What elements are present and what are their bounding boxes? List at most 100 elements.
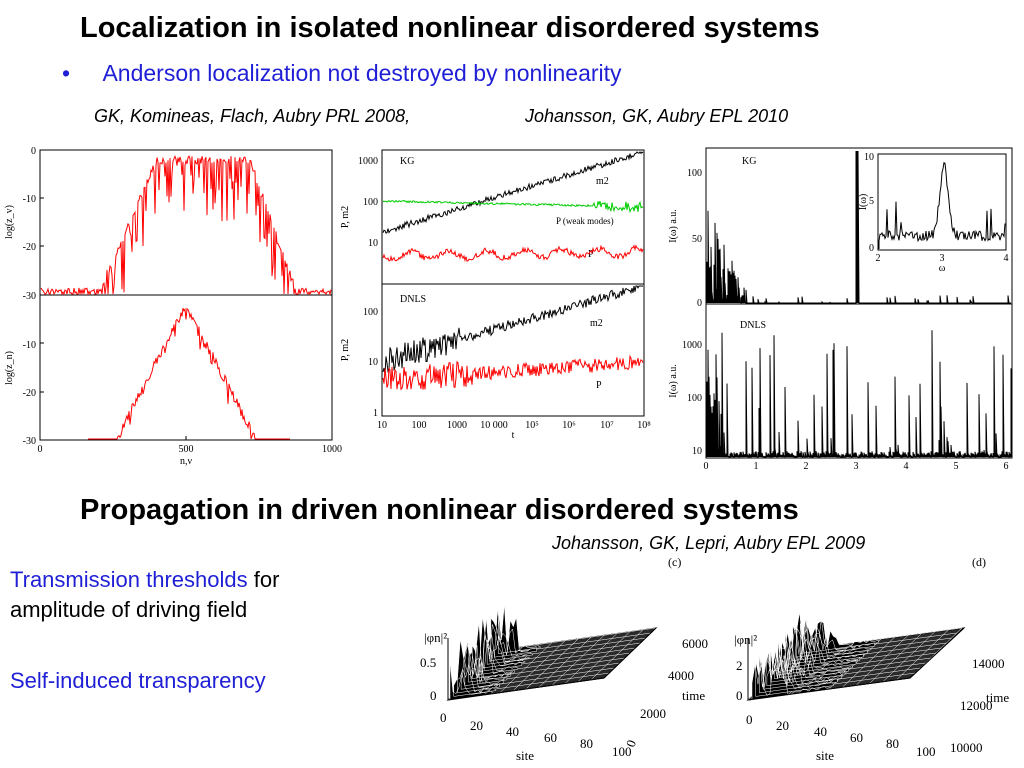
pm2-top-ytick-10: 10 <box>368 238 378 249</box>
inset-xlabel: ω <box>939 263 946 274</box>
surface-c <box>446 604 658 701</box>
pm2-dnls-label: DNLS <box>400 294 426 305</box>
profile-top-frame <box>39 149 333 296</box>
pm2-top-p-curve <box>382 244 644 263</box>
inset-ytick-0: 0 <box>869 243 874 254</box>
surface-c-time-tick-2000: 2000 <box>640 706 666 721</box>
spectra-top-curve <box>706 150 1011 305</box>
pm2-top-m2-label: m2 <box>596 176 609 187</box>
profile-xtick-0: 0 <box>38 444 43 455</box>
surface-c-site-axis <box>447 677 605 701</box>
surface-d-ztick-0: 0 <box>736 688 743 703</box>
surface-c-zlabel: |φn|² <box>424 630 447 645</box>
surface-d-time-tick-10000: 10000 <box>950 740 983 755</box>
surface-d <box>746 611 966 701</box>
surface-c-ztick-05: 0.5 <box>420 655 436 670</box>
surface-d-xtick-40: 40 <box>814 724 827 739</box>
surface-c-xtick-20: 20 <box>470 718 483 733</box>
pm2-top-ylabel: P, m2 <box>340 206 351 228</box>
citation-1a: GK, Komineas, Flach, Aubry PRL 2008, <box>94 106 411 126</box>
citation-2: Johansson, GK, Lepri, Aubry EPL 2009 <box>552 533 866 553</box>
inset-xtick-4: 4 <box>1004 253 1009 264</box>
amplitude-text: amplitude of driving field <box>10 597 248 622</box>
surface-c-xtick-60: 60 <box>544 730 557 745</box>
title-localization: Localization in isolated nonlinear disor… <box>80 12 820 44</box>
surface-d-xtick-60: 60 <box>850 730 863 745</box>
surface-c-xtick-40: 40 <box>506 724 519 739</box>
profile-bottom-ytick-3: -30 <box>23 436 36 447</box>
pm2-bottom-m2-label: m2 <box>590 318 603 329</box>
figure-profiles: 0 -10 -20 -30 -10 -20 -30 0 500 1000 n,ν… <box>4 146 342 467</box>
spectra-bottom-ytick-10: 10 <box>692 446 702 457</box>
pm2-top-m2-curve <box>382 151 644 234</box>
figure-spectra: 100 50 0 1000 100 10 0 1 2 3 4 5 6 ω I(ω… <box>668 147 1013 474</box>
surface-d-xtick-0: 0 <box>746 712 753 727</box>
spectra-top-ytick-100: 100 <box>687 168 702 179</box>
pm2-top-p-label: P <box>588 249 594 260</box>
pm2-weak-modes-label: P (weak modes) <box>556 216 614 226</box>
pm2-bottom-frame <box>381 283 645 417</box>
surface-c-peaks <box>449 604 541 701</box>
spectra-xlabel: ω <box>855 472 862 474</box>
surface-c-site-label: site <box>516 748 534 763</box>
profile-top-ylabel: log(z_v) <box>4 205 15 239</box>
bullet-mark: • <box>62 60 71 86</box>
spectra-bottom-ytick-100: 100 <box>687 393 702 404</box>
spectra-top-ytick-0: 0 <box>697 298 702 309</box>
profile-xtick-500: 500 <box>179 444 194 455</box>
surface-c-xtick-100: 100 <box>612 744 632 759</box>
surface-c-time-label: time <box>682 688 705 703</box>
profile-top-ytick-2: -20 <box>23 242 36 253</box>
profile-bottom-ytick-2: -20 <box>23 388 36 399</box>
spectra-inset-curve <box>878 161 1006 249</box>
transmission-for: for <box>247 567 280 592</box>
surface-d-site-axis <box>747 677 911 701</box>
spectra-xtick-3: 3 <box>854 461 859 472</box>
bullet-text: Anderson localization not destroyed by n… <box>102 60 622 86</box>
profile-bottom-ytick-1: -10 <box>23 340 36 351</box>
pm2-bottom-p-curve <box>382 354 644 391</box>
spectra-kg-label: KG <box>742 156 756 167</box>
pm2-xtick-1000: 1000 <box>447 420 467 431</box>
spectra-xtick-5: 5 <box>954 461 959 472</box>
pm2-kg-label: KG <box>400 156 414 167</box>
pm2-xtick-1e8: 10⁸ <box>637 420 651 431</box>
spectra-bottom-ytick-1000: 1000 <box>682 340 702 351</box>
pm2-bottom-m2-curve <box>382 285 644 374</box>
surface-c-time-axis <box>603 627 657 679</box>
profile-xtick-1000: 1000 <box>322 444 342 455</box>
spectra-xtick-6: 6 <box>1004 461 1009 472</box>
pm2-xtick-1e7: 10⁷ <box>600 420 614 431</box>
pm2-bottom-p-label: P <box>596 380 602 391</box>
surface-d-time-axis <box>909 627 965 679</box>
inset-xtick-3: 3 <box>940 253 945 264</box>
pm2-bottom-ylabel: P, m2 <box>340 339 351 361</box>
surface-d-ztick-2: 2 <box>736 658 743 673</box>
profile-bottom-ylabel: log(z_n) <box>4 351 15 385</box>
self-induced-transparency: Self-induced transparency <box>10 668 266 693</box>
figure-p-m2: 1000 100 10 100 10 1 10 100 1000 10 000 … <box>340 149 651 440</box>
panel-d-label: (d) <box>972 555 986 569</box>
pm2-xtick-1e6: 10⁶ <box>562 420 576 431</box>
inset-xtick-2: 2 <box>876 253 881 264</box>
spectra-top-ylabel: I(ω) a.u. <box>668 209 679 243</box>
pm2-bottom-ytick-1: 1 <box>373 408 378 419</box>
profile-top-ytick-3: -30 <box>23 291 36 302</box>
pm2-xtick-10000: 10 000 <box>480 420 508 431</box>
surface-d-xtick-80: 80 <box>886 736 899 751</box>
pm2-top-ytick-100: 100 <box>363 197 378 208</box>
transmission-text: Transmission thresholds for amplitude of… <box>10 565 370 625</box>
surface-d-time-tick-14000: 14000 <box>972 656 1005 671</box>
surface-d-zlabel: |φn|² <box>734 632 757 647</box>
pm2-xtick-1e5: 10⁵ <box>525 420 539 431</box>
transmission-thresholds: Transmission thresholds <box>10 567 248 592</box>
inset-ytick-10: 10 <box>864 152 874 163</box>
surface-c-time-tick-6000: 6000 <box>682 636 708 651</box>
profile-xlabel: n,ν <box>180 456 193 467</box>
surface-c-time-tick-4000: 4000 <box>668 668 694 683</box>
surface-d-site-label: site <box>816 748 834 763</box>
pm2-xlabel: t <box>512 430 515 440</box>
pm2-xtick-10: 10 <box>377 420 387 431</box>
pm2-bottom-ytick-100: 100 <box>363 307 378 318</box>
profile-top-ytick-0: 0 <box>31 146 36 157</box>
